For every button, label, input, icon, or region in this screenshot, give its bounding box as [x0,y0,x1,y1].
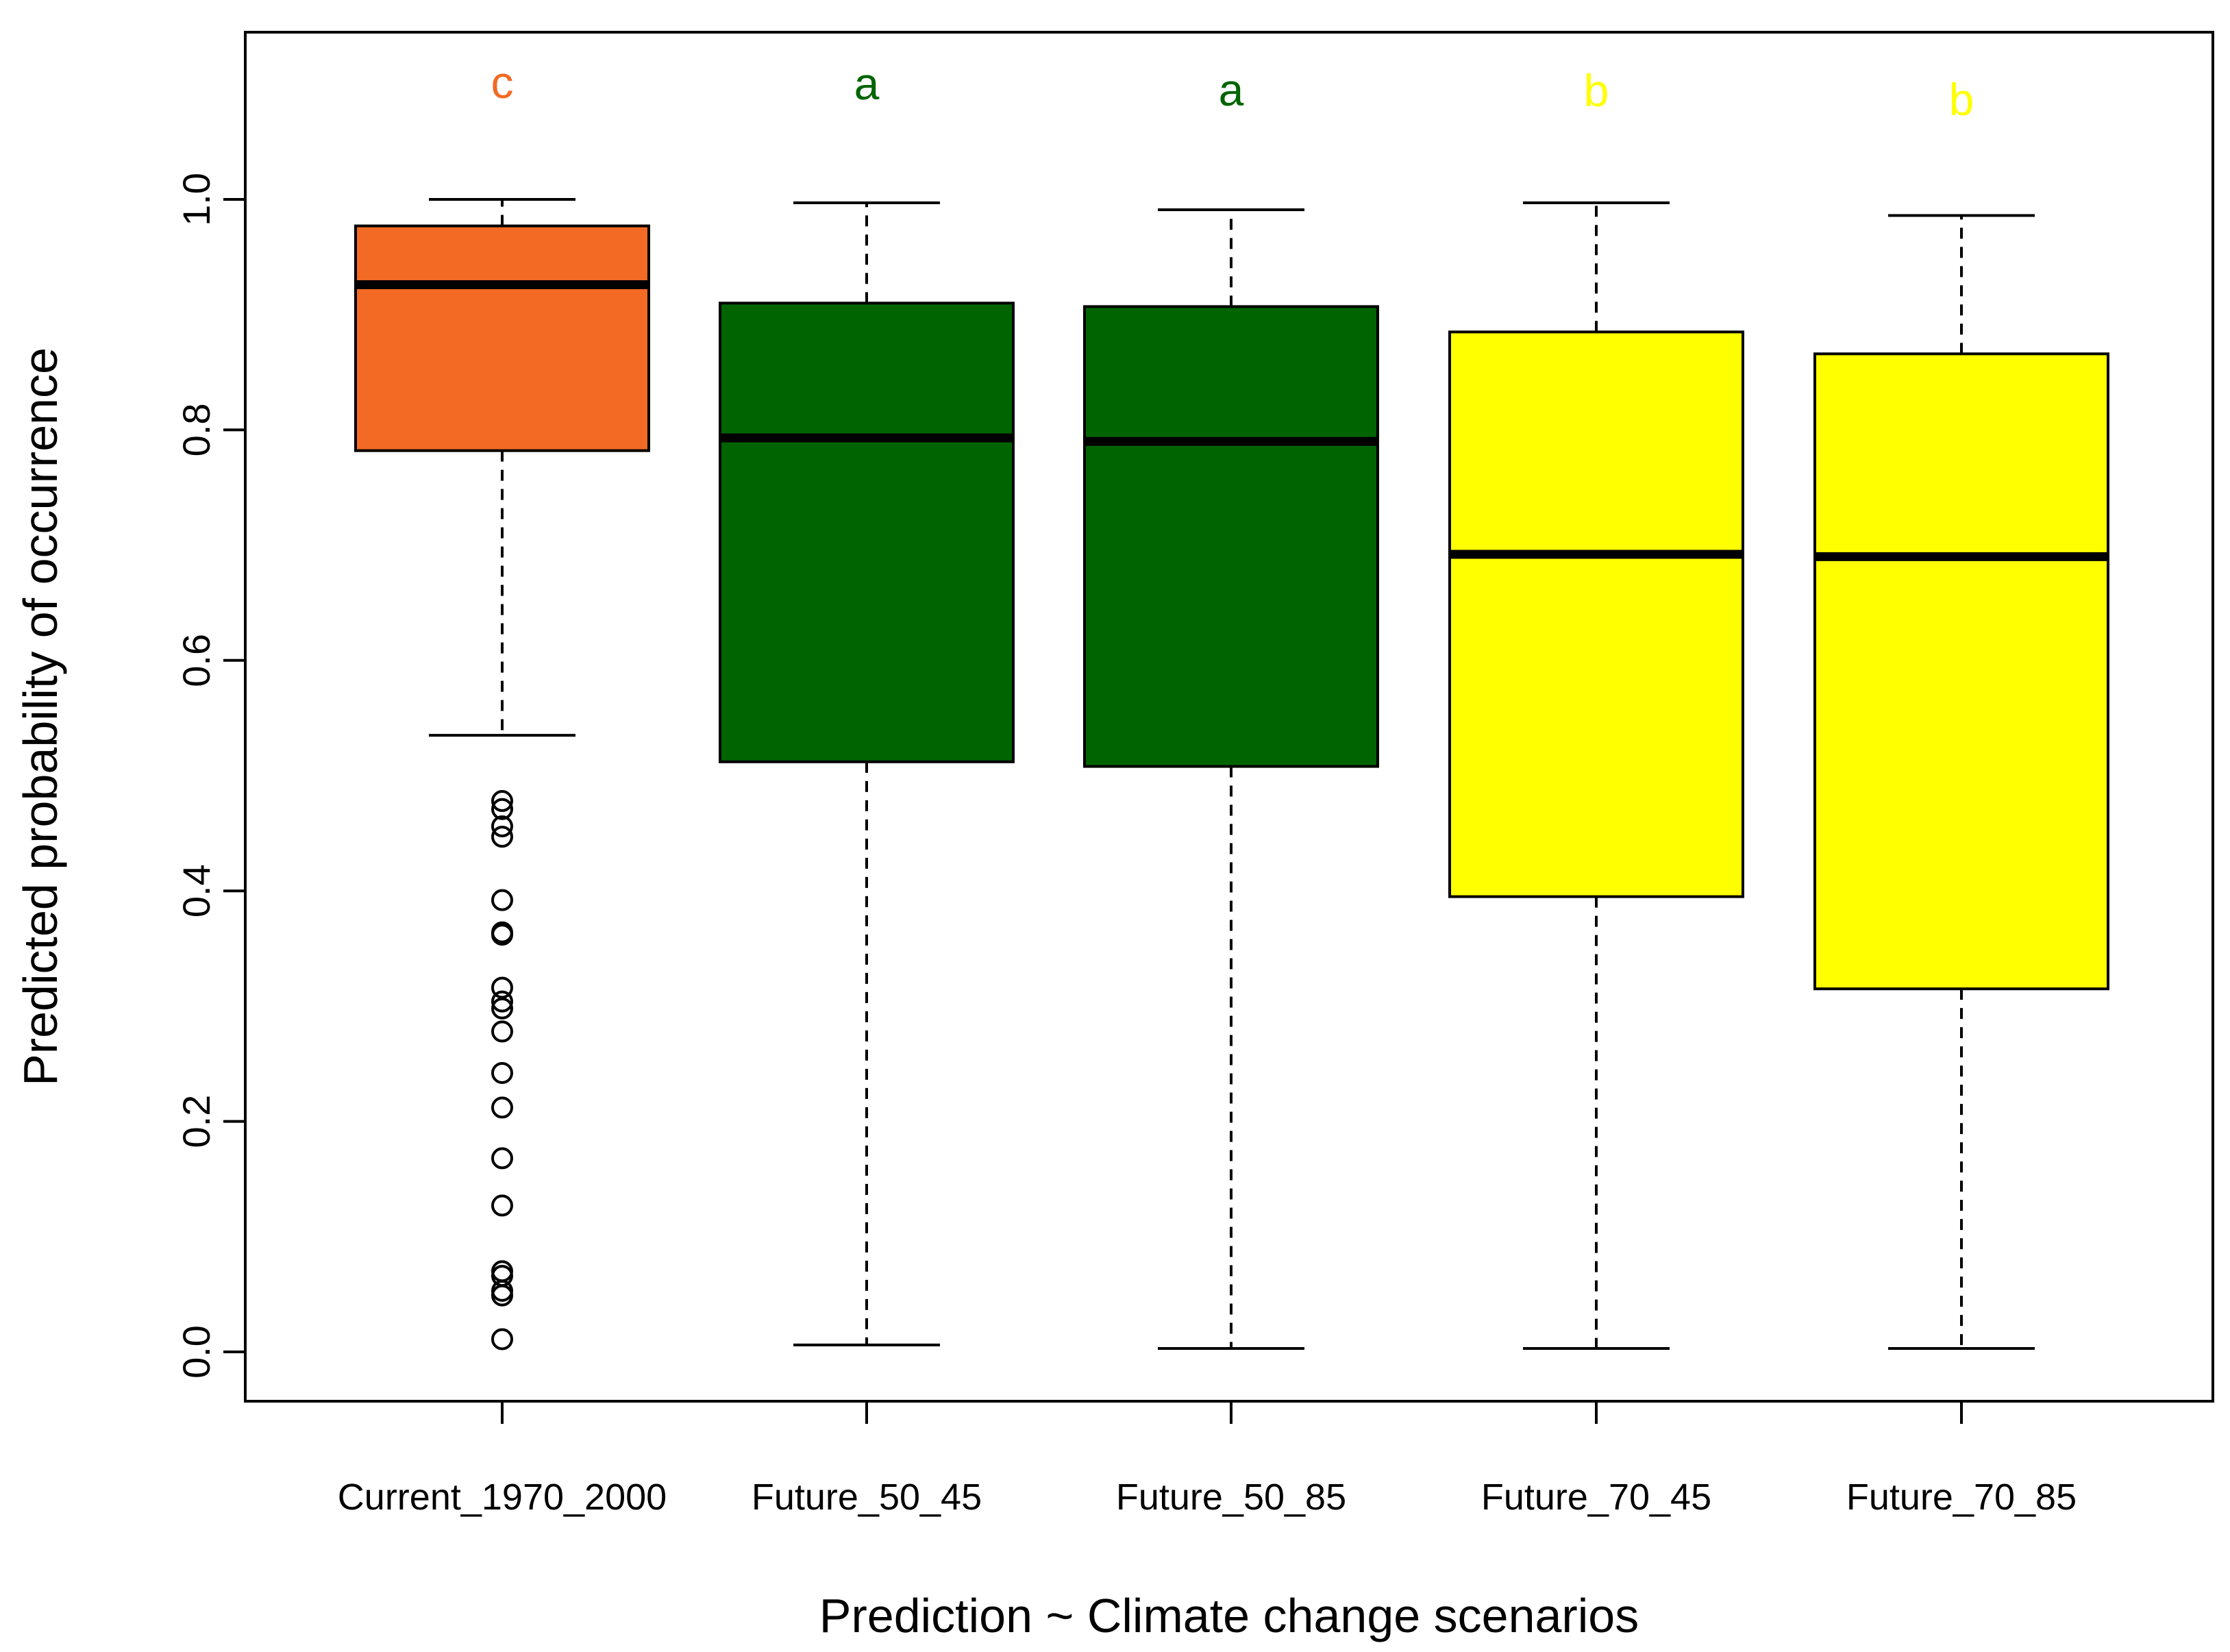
outlier-point [491,1061,513,1084]
box-group [1448,201,1744,1350]
y-tick-label: 0.8 [175,403,218,456]
significance-letter: c [491,57,514,108]
outlier-point [491,976,513,999]
outlier-point [491,1284,513,1307]
outlier-point [491,889,513,911]
outlier-point [491,1260,513,1283]
y-tick-label: 0.4 [175,864,218,917]
outlier-point [491,997,513,1020]
outlier-point [491,1096,513,1119]
outlier-point [491,1020,513,1043]
box-iqr [1448,330,1744,898]
box-series [354,198,2109,1351]
y-tick-label: 1.0 [175,173,218,226]
outlier-point [491,1147,513,1170]
box-iqr [719,301,1015,763]
x-axis: Current_1970_2000 Future_50_45 Future_50_8… [338,1401,2077,1518]
outlier-point [491,815,513,838]
y-axis: 0.0 0.2 0.4 0.6 0.8 1.0 [175,173,247,1379]
outlier-point [491,1194,513,1217]
box-group [1813,214,2109,1350]
x-tick-label: Future_50_45 [752,1477,982,1518]
outlier-point [491,990,513,1013]
significance-letter: a [1219,64,1244,115]
outlier-point [491,790,513,813]
x-tick-label: Current_1970_2000 [338,1477,667,1518]
y-axis-label: Predicted probability of occurrence [14,347,67,1086]
y-tick-label: 0.2 [175,1095,218,1148]
x-axis-label: Prediction ~ Climate change scenarios [819,1589,1639,1642]
significance-letter: b [1949,74,1974,125]
box-iqr [1813,352,2109,991]
outlier-point [491,924,513,946]
box-group [719,201,1015,1346]
box-group [1083,208,1379,1350]
x-tick-label: Future_50_85 [1116,1477,1346,1518]
significance-letter: a [854,58,880,109]
outlier-point [491,1328,513,1351]
box-group [354,198,650,1351]
box-iqr [1083,305,1379,768]
outlier-point [491,826,513,848]
significance-letter: b [1584,65,1609,116]
x-tick-label: Future_70_45 [1481,1477,1711,1518]
y-tick-label: 0.0 [175,1325,218,1379]
outlier-point [491,798,513,820]
x-tick-label: Future_70_85 [1846,1477,2077,1518]
box-iqr [354,224,650,452]
y-tick-label: 0.6 [175,634,218,687]
